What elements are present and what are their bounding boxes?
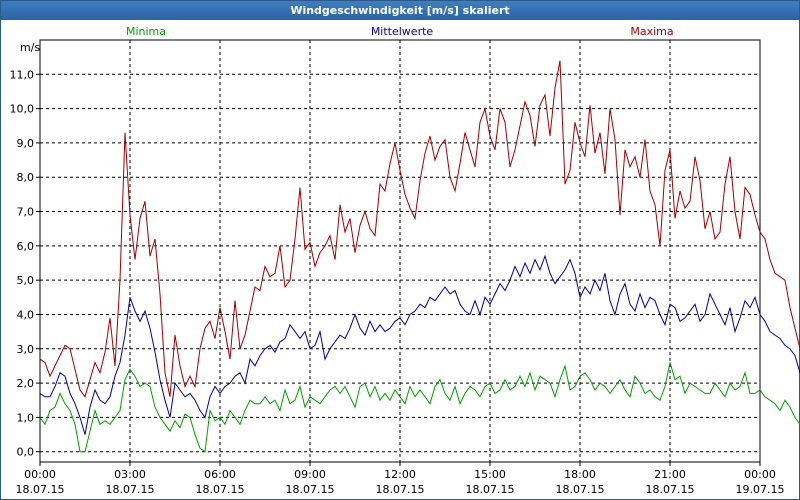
y-tick-label: 10,0	[10, 103, 35, 116]
x-tick-date: 18.07.15	[646, 483, 695, 496]
x-tick-date: 18.07.15	[196, 483, 245, 496]
y-tick-label: 6,0	[17, 240, 35, 253]
x-tick-time: 21:00	[654, 468, 686, 481]
chart-title: Windgeschwindigkeit [m/s] skaliert	[1, 1, 799, 20]
legend-minima: Minima	[126, 25, 166, 38]
y-tick-label: 3,0	[17, 343, 35, 356]
x-tick-date: 18.07.15	[106, 483, 155, 496]
series-line-mean	[39, 254, 800, 435]
x-tick-date: 18.07.15	[556, 483, 605, 496]
x-tick-time: 09:00	[294, 468, 326, 481]
legend-maxima: Maxima	[630, 25, 673, 38]
y-tick-label: 8,0	[17, 171, 35, 184]
x-tick-date: 18.07.15	[286, 483, 335, 496]
series-line-max	[39, 60, 800, 398]
legend-mittelwerte: Mittelwerte	[371, 25, 434, 38]
x-tick-time: 15:00	[474, 468, 506, 481]
x-tick-date: 18.07.15	[466, 483, 515, 496]
x-tick-date: 18.07.15	[16, 483, 65, 496]
y-axis-label: m/s	[20, 41, 40, 54]
grid	[40, 40, 760, 462]
y-tick-label: 11,0	[10, 68, 35, 81]
x-axis: 00:00 18.07.15 03:00 18.07.15 06:00 18.07.15 0…	[16, 462, 785, 496]
x-tick-time: 03:00	[114, 468, 146, 481]
x-tick-time: 00:00	[24, 468, 56, 481]
x-tick-time: 00:00	[744, 468, 776, 481]
y-tick-label: 1,0	[17, 411, 35, 424]
y-tick-label: 0,0	[17, 446, 35, 459]
series-line-min	[39, 362, 800, 453]
x-tick-time: 12:00	[384, 468, 416, 481]
y-tick-label: 4,0	[17, 308, 35, 321]
y-tick-label: 9,0	[17, 137, 35, 150]
y-tick-label: 7,0	[17, 206, 35, 219]
series-lines	[39, 60, 800, 453]
x-tick-date: 18.07.15	[376, 483, 425, 496]
x-tick-time: 06:00	[204, 468, 236, 481]
x-tick-time: 18:00	[564, 468, 596, 481]
y-tick-label: 5,0	[17, 274, 35, 287]
y-tick-label: 2,0	[17, 377, 35, 390]
y-axis: 0,0 1,0 2,0 3,0 4,0 5,0 6,0 7,0 8,0 9,0 10,0 11,0	[10, 68, 40, 459]
x-tick-date: 19.07.15	[736, 483, 785, 496]
